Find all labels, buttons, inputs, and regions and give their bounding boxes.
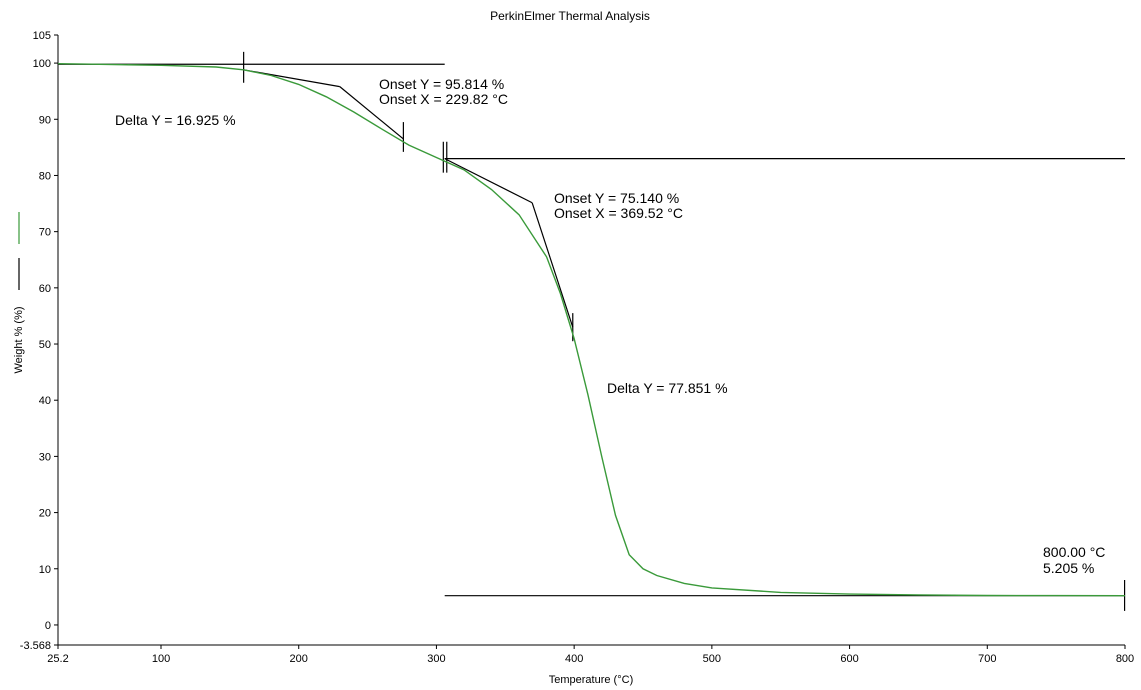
x-tick-label: 500: [703, 653, 721, 665]
weight-curve: [57, 63, 1126, 597]
y-axis-label: Weight % (%): [13, 306, 25, 373]
x-tick-label: 100: [152, 653, 170, 665]
x-tick-label: 25.2: [47, 653, 68, 665]
y-tick-label: 40: [39, 395, 51, 407]
y-tick-label: 100: [33, 58, 51, 70]
y-tick-label: 105: [33, 30, 51, 42]
y-tick-label: 90: [39, 114, 51, 126]
x-tick-label: 300: [427, 653, 445, 665]
x-tick-group: 25.2 100 200 300 400 500 600 700 800: [47, 645, 1134, 665]
onset1-x-label: Onset X = 229.82 °C: [379, 91, 508, 107]
onset2-y-label: Onset Y = 75.140 %: [554, 190, 679, 206]
delta2-label: Delta Y = 77.851 %: [607, 380, 728, 396]
step1-tangent-b: [339, 86, 404, 140]
onset2-x-label: Onset X = 369.52 °C: [554, 205, 683, 221]
y-tick-label: 50: [39, 339, 51, 351]
step2-tangent-b: [531, 202, 574, 328]
x-tick-label: 200: [290, 653, 308, 665]
y-tick-label: 20: [39, 508, 51, 520]
x-tick-label: 400: [565, 653, 583, 665]
y-tick-label: -3.568: [20, 640, 51, 652]
x-axis-label: Temperature (°C): [549, 674, 633, 686]
y-tick-label: 80: [39, 170, 51, 182]
y-tick-label: 30: [39, 451, 51, 463]
x-tick-label: 700: [978, 653, 996, 665]
x-tick-label: 600: [840, 653, 858, 665]
y-tick-label: 60: [39, 283, 51, 295]
y-tick-label: 70: [39, 227, 51, 239]
delta1-label: Delta Y = 16.925 %: [115, 112, 236, 128]
end-weight-label: 5.205 %: [1043, 560, 1094, 576]
x-tick-label: 800: [1116, 653, 1134, 665]
onset1-y-label: Onset Y = 95.814 %: [379, 76, 504, 92]
chart-title: PerkinElmer Thermal Analysis: [490, 9, 650, 23]
y-tick-label: 10: [39, 564, 51, 576]
y-tick-group: -3.568 0 10 20 30 40 50 60 70 80 90 100 105: [20, 30, 58, 652]
step2-tangent-a: [444, 158, 533, 204]
annotation-line-group: [58, 51, 1126, 611]
end-temp-label: 800.00 °C: [1043, 544, 1105, 560]
y-tick-label: 0: [45, 620, 51, 632]
